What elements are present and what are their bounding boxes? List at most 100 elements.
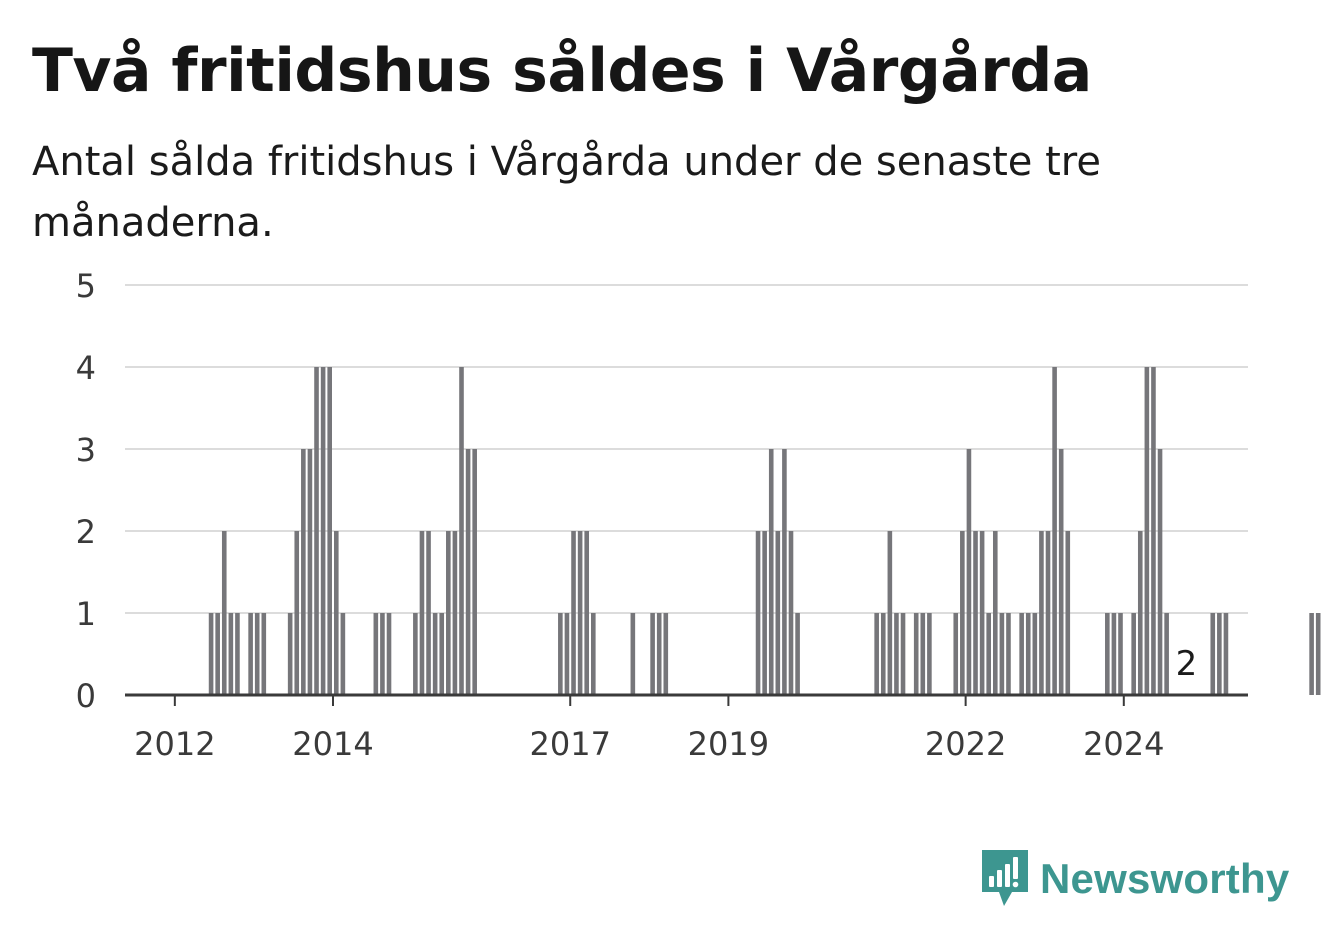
bar <box>1105 613 1110 695</box>
bar <box>1052 367 1057 695</box>
bar <box>307 449 313 695</box>
bar <box>228 613 234 695</box>
bar <box>1058 449 1064 695</box>
bar <box>577 531 583 695</box>
bar <box>755 531 761 695</box>
bar <box>254 613 260 695</box>
bar <box>1164 613 1169 695</box>
bar <box>1118 613 1123 695</box>
bar <box>775 531 781 695</box>
bar <box>986 613 991 695</box>
x-tick-label: 2017 <box>530 725 611 763</box>
bar <box>301 449 306 695</box>
bar <box>380 613 385 695</box>
bar <box>1032 613 1038 695</box>
bar <box>1217 613 1222 695</box>
brand-name: Newsworthy <box>1040 855 1290 902</box>
bar <box>1137 531 1143 695</box>
bar <box>960 531 965 695</box>
bar <box>446 531 451 695</box>
bar <box>992 531 998 695</box>
newsworthy-logo-icon <box>982 850 1028 906</box>
y-tick-label: 1 <box>76 595 96 633</box>
bar <box>650 613 655 695</box>
bar <box>208 613 214 695</box>
y-tick-label: 4 <box>76 349 96 387</box>
bar <box>221 531 227 695</box>
bar <box>782 449 787 695</box>
bar <box>1131 613 1136 695</box>
brand-logo: Newsworthy <box>980 848 1289 910</box>
bar <box>327 367 332 695</box>
bar <box>373 613 379 695</box>
bar <box>261 613 267 695</box>
bar <box>1144 367 1150 695</box>
bar <box>913 613 919 695</box>
bar <box>452 531 458 695</box>
bar <box>564 613 570 695</box>
bar <box>439 613 445 695</box>
x-tick-label: 2022 <box>925 725 1006 763</box>
bar <box>591 613 596 695</box>
bar <box>788 531 794 695</box>
bar <box>1151 367 1156 695</box>
page-title: Två fritidshus såldes i Vårgårda <box>32 36 1092 106</box>
bar <box>894 613 899 695</box>
y-tick-label: 0 <box>76 677 96 715</box>
bar <box>1210 613 1216 695</box>
bar <box>762 531 767 695</box>
bar <box>1309 613 1314 695</box>
bar <box>1157 449 1163 695</box>
bar <box>320 367 326 695</box>
x-tick-label: 2012 <box>134 725 215 763</box>
bar <box>294 531 300 695</box>
bar <box>1006 613 1011 695</box>
bar <box>1045 531 1051 695</box>
bar <box>215 613 220 695</box>
bar <box>1039 531 1044 695</box>
bar <box>880 613 886 695</box>
bar <box>1025 613 1031 695</box>
bar <box>887 531 893 695</box>
bar <box>248 613 253 695</box>
bar <box>1065 531 1071 695</box>
bar <box>413 613 418 695</box>
bar <box>1111 613 1117 695</box>
page-subtitle: Antal sålda fritidshus i Vårgårda under … <box>32 139 1101 246</box>
bar <box>472 449 477 695</box>
bar <box>419 531 425 695</box>
bar <box>966 449 972 695</box>
bar <box>630 613 636 695</box>
bar <box>1315 613 1321 695</box>
bar <box>465 449 471 695</box>
bar <box>927 613 932 695</box>
x-tick-label: 2014 <box>292 725 373 763</box>
bar <box>333 531 339 695</box>
bar <box>584 531 590 695</box>
bar <box>874 613 879 695</box>
bar <box>953 613 959 695</box>
bar <box>459 367 464 695</box>
x-tick-label: 2019 <box>688 725 769 763</box>
bar <box>999 613 1005 695</box>
bar <box>1019 613 1024 695</box>
bar <box>432 613 438 695</box>
y-tick-label: 2 <box>76 513 96 551</box>
bar <box>235 613 240 695</box>
bar <box>973 531 978 695</box>
bar-value-label: 2 <box>1176 644 1198 684</box>
bar <box>663 613 669 695</box>
bar <box>314 367 319 695</box>
bar <box>287 613 293 695</box>
bar <box>768 449 774 695</box>
bar <box>340 613 346 695</box>
bar <box>920 613 926 695</box>
bar <box>571 531 576 695</box>
y-tick-label: 3 <box>76 431 96 469</box>
bar <box>1223 613 1229 695</box>
bar <box>656 613 662 695</box>
bar <box>386 613 392 695</box>
x-tick-label: 2024 <box>1083 725 1164 763</box>
bar <box>979 531 985 695</box>
